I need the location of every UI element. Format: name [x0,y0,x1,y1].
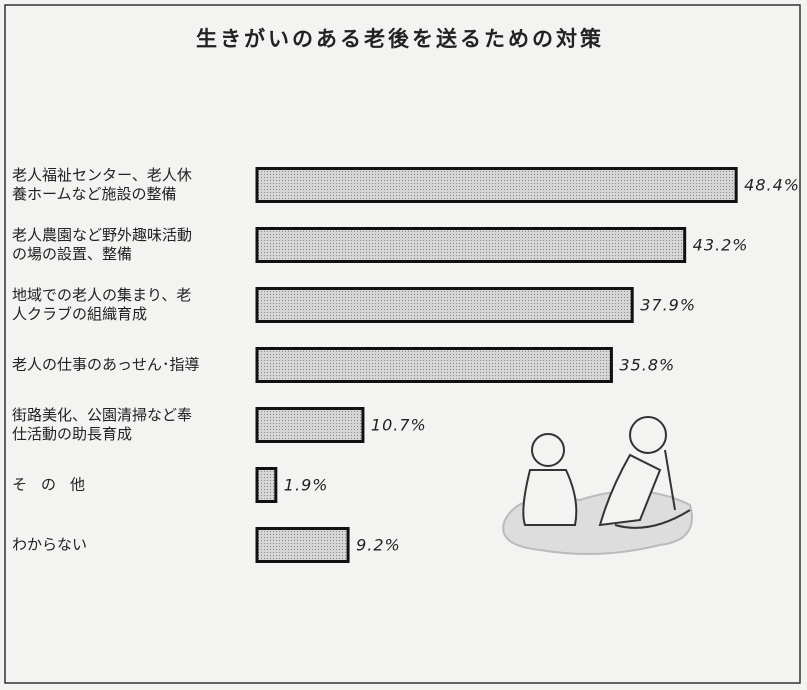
value-label: 10.7% [371,416,427,435]
bar [255,527,350,563]
category-label: 街路美化、公園清掃など奉 仕活動の助長育成 [12,406,193,443]
category-label: 地域での老人の集まり、老 人クラブの組織育成 [12,286,192,323]
category-label: その他 [12,475,100,494]
value-label: 35.8% [619,356,675,375]
value-label: 1.9% [284,476,329,495]
category-label: 老人農園など野外趣味活動 の場の設置、整備 [12,226,193,263]
category-label: わからない [12,535,88,554]
bar [255,227,687,263]
value-label: 9.2% [356,536,401,555]
value-label: 43.2% [693,236,749,255]
bar [255,467,278,503]
bar [255,287,634,323]
frame [4,4,801,684]
bar [255,167,738,203]
value-label: 48.4% [744,176,800,195]
category-label: 老人福祉センター、老人休 養ホームなど施設の整備 [12,166,192,203]
illustration [502,416,693,555]
chart-title: 生きがいのある老後を送るための対策 [196,27,604,51]
category-label: 老人の仕事のあっせん･指導 [12,355,200,374]
value-label: 37.9% [640,296,696,315]
bar [255,407,365,443]
bar [255,347,613,383]
